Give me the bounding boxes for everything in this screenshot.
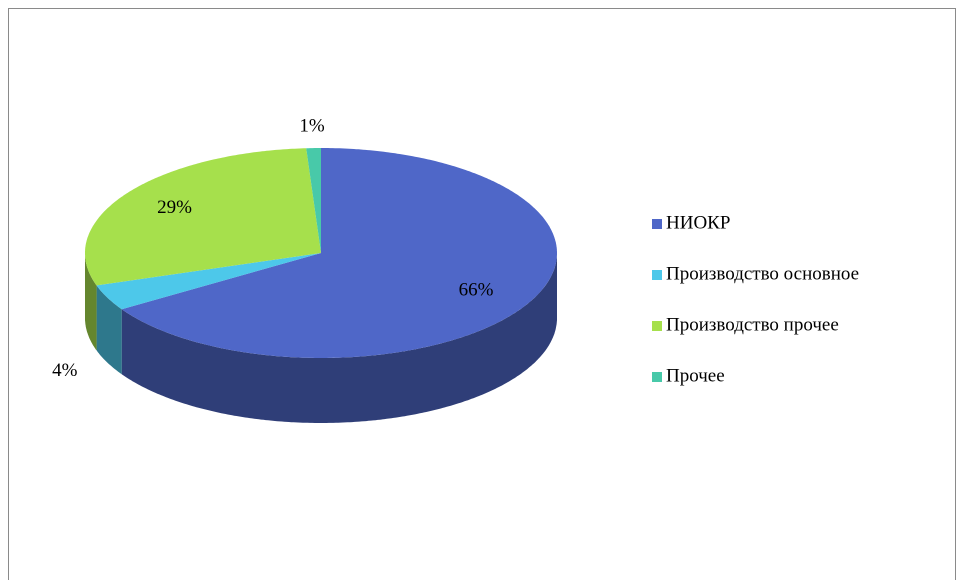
slice <box>121 148 557 358</box>
legend-label: НИОКР <box>666 212 730 233</box>
legend-swatch <box>652 372 662 382</box>
legend-label: Производство основное <box>666 263 859 284</box>
data-label: 29% <box>157 197 192 218</box>
slice <box>85 148 321 286</box>
legend-swatch <box>652 219 662 229</box>
data-label: 4% <box>52 360 78 381</box>
slice-side <box>121 253 557 423</box>
legend-swatch <box>652 270 662 280</box>
legend-label: Прочее <box>666 365 725 386</box>
slice <box>306 148 321 253</box>
slice-side <box>96 285 122 375</box>
data-label: 66% <box>459 279 494 300</box>
legend-swatch <box>652 321 662 331</box>
slice-side <box>85 253 97 351</box>
data-label: 1% <box>299 115 325 136</box>
legend-label: Производство прочее <box>666 314 839 335</box>
slice <box>96 253 321 310</box>
